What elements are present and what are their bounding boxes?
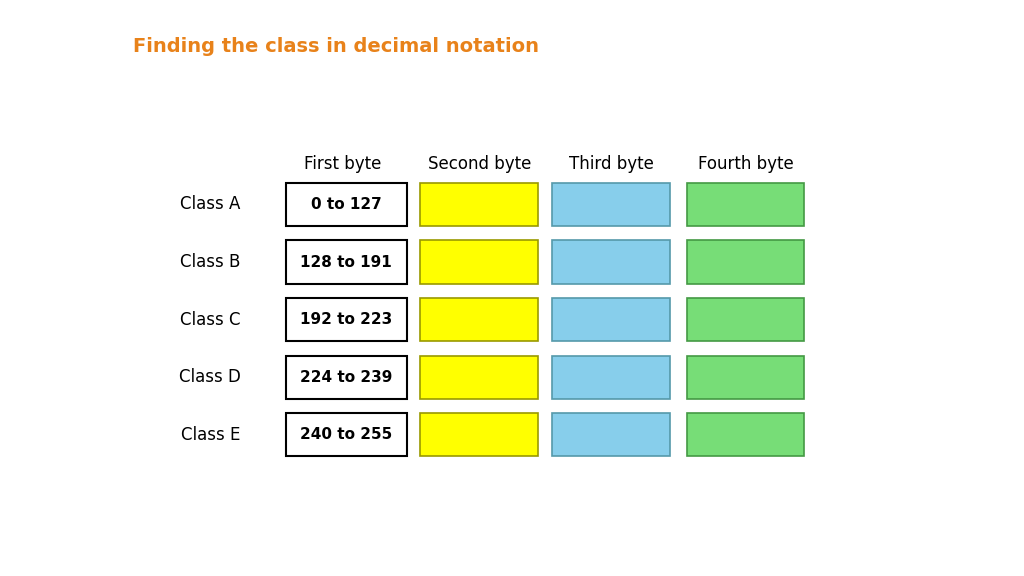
Text: 192 to 223: 192 to 223: [300, 312, 392, 327]
Text: 224 to 239: 224 to 239: [300, 370, 392, 385]
Text: Fourth byte: Fourth byte: [697, 155, 794, 173]
Text: First byte: First byte: [304, 155, 382, 173]
Text: 128 to 191: 128 to 191: [300, 255, 392, 270]
Text: Class E: Class E: [181, 426, 241, 444]
Text: Class D: Class D: [179, 368, 241, 386]
Text: 0 to 127: 0 to 127: [310, 197, 382, 212]
Text: Second byte: Second byte: [428, 155, 530, 173]
Text: Class A: Class A: [180, 195, 241, 214]
Text: Class B: Class B: [180, 253, 241, 271]
Text: Third byte: Third byte: [569, 155, 653, 173]
Text: Class C: Class C: [180, 310, 241, 329]
Text: 240 to 255: 240 to 255: [300, 427, 392, 442]
Text: Finding the class in decimal notation: Finding the class in decimal notation: [133, 37, 539, 56]
